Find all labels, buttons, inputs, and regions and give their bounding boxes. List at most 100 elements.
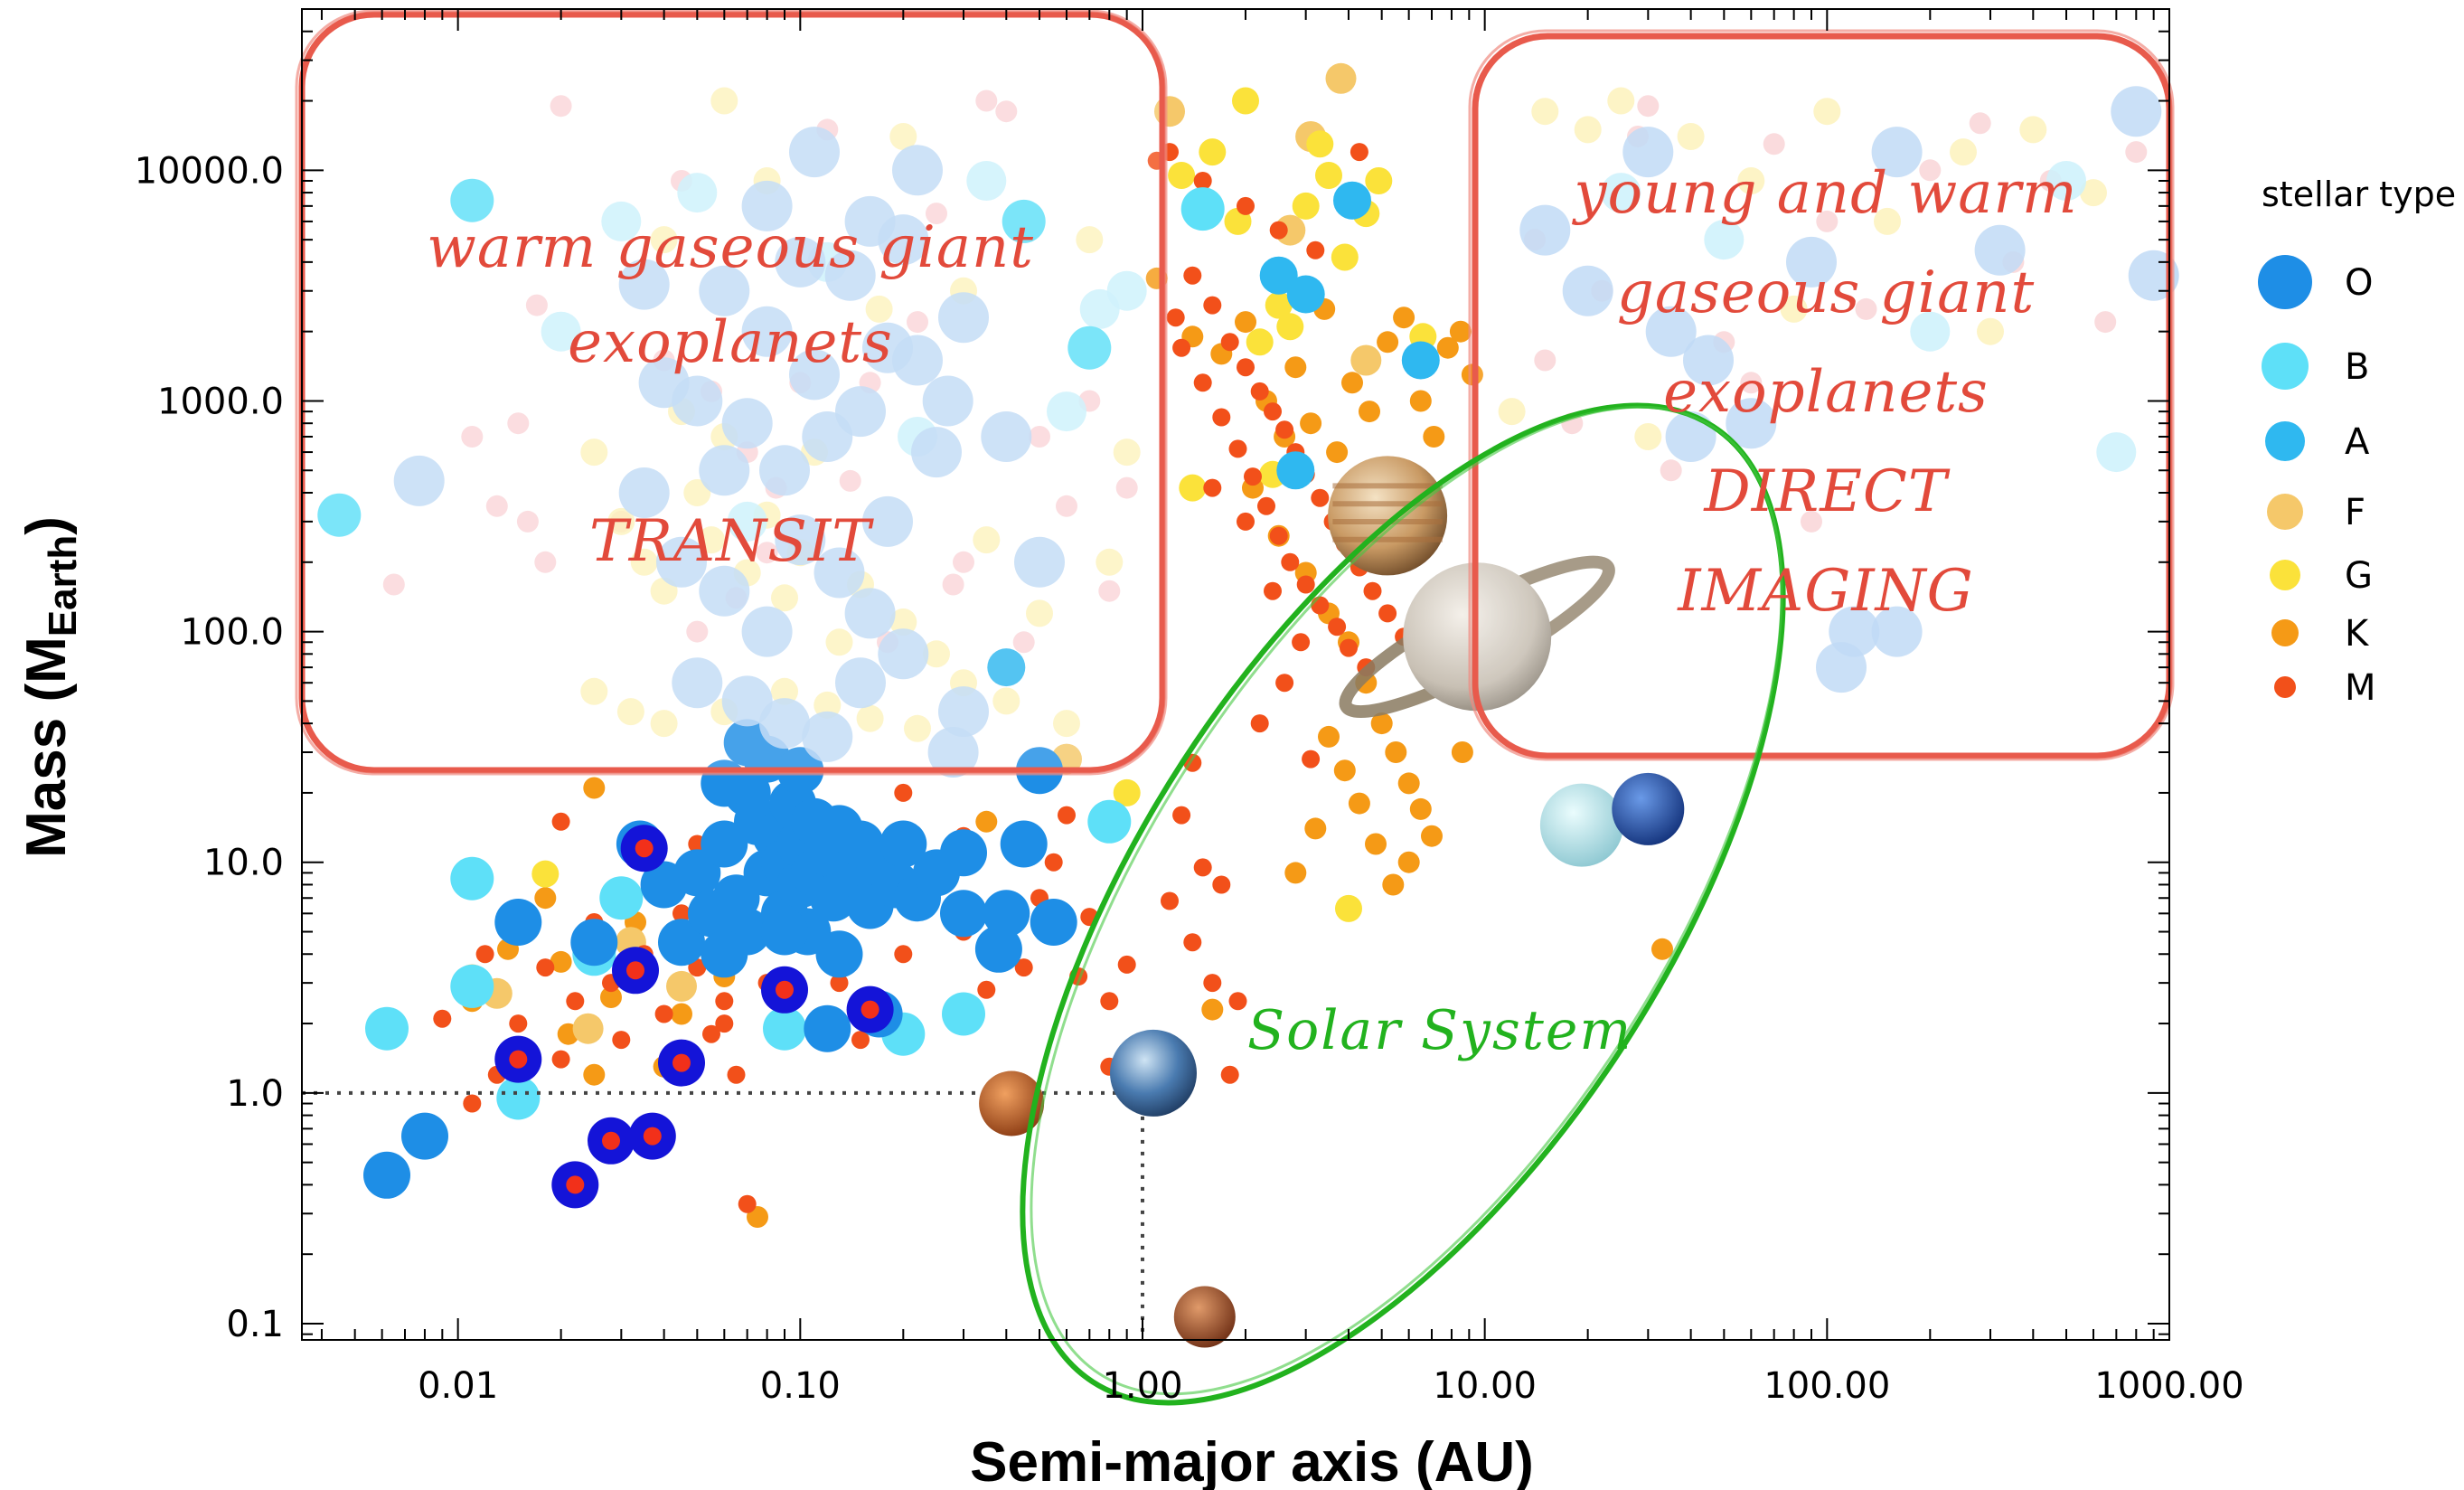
point-faded-yellow-17 — [923, 640, 950, 668]
point-K-28 — [1409, 797, 1432, 820]
point-A-2 — [1333, 181, 1371, 220]
point-faded-blue-42 — [1562, 265, 1613, 316]
point-faded-pink-14 — [1029, 426, 1050, 448]
ring-point-center-7 — [861, 1000, 879, 1019]
point-faded-blue-21 — [802, 711, 853, 762]
point-O-35 — [1000, 820, 1048, 868]
legend-marker-B — [2262, 343, 2309, 390]
point-M-33 — [1269, 221, 1288, 240]
point-faded-pink-27 — [534, 551, 557, 573]
point-faded-pink-19 — [461, 426, 484, 448]
point-G-10 — [1265, 291, 1293, 319]
point-M-36 — [1166, 308, 1185, 327]
point-faded-yellow-27 — [710, 87, 738, 115]
point-faded-blue-7 — [835, 386, 886, 438]
point-faded-pink-24 — [926, 203, 947, 225]
y-axis-title-sub: Earth — [41, 535, 85, 637]
y-tick-label-4: 1000.0 — [157, 381, 284, 422]
point-faded-yellow-5 — [683, 479, 711, 506]
point-M-22 — [1257, 496, 1275, 515]
point-B-3 — [450, 964, 494, 1008]
direct-imaging-line-5: IMAGING — [1677, 558, 1974, 625]
point-M-23 — [1269, 526, 1288, 545]
point-faded-pink-20 — [485, 495, 508, 517]
point-B-6 — [763, 1006, 806, 1051]
point-faded-blue-15 — [813, 547, 865, 599]
point-faded-yellow-6 — [698, 526, 725, 554]
ring-point-center-1 — [566, 1175, 585, 1194]
point-faded-blue-8 — [862, 495, 913, 547]
point-faded-pink-52 — [1801, 510, 1822, 533]
point-M-40 — [1292, 633, 1311, 652]
legend-marker-M — [2274, 676, 2296, 698]
point-faded-blue-39 — [844, 195, 896, 247]
point-faded-yellow-0 — [580, 439, 608, 467]
legend-marker-G — [2270, 560, 2300, 590]
point-faded-yellow-43 — [1737, 167, 1765, 194]
planet-mercury — [979, 1070, 1045, 1136]
point-faded-pink-5 — [686, 620, 709, 643]
point-A-1 — [1286, 275, 1325, 314]
y-tick-label-5: 10000.0 — [135, 150, 284, 192]
planet-neptune-disk — [1612, 772, 1685, 845]
point-faded-pink-50 — [1637, 95, 1660, 118]
point-faded-yellow-35 — [856, 704, 884, 732]
ring-point-center-6 — [672, 1053, 691, 1072]
planet-earth — [1110, 1029, 1197, 1117]
point-faded-yellow-23 — [1076, 226, 1104, 254]
point-K-11 — [1359, 401, 1380, 423]
y-axis-title-end: ) — [15, 516, 78, 535]
point-O-2 — [570, 919, 618, 967]
point-A-4 — [1401, 341, 1440, 380]
point-faded-pink-49 — [1534, 349, 1556, 372]
ring-point-center-5 — [635, 839, 654, 858]
point-F-4 — [1350, 344, 1382, 376]
point-M-100 — [1302, 750, 1321, 769]
legend-marker-K — [2271, 619, 2299, 646]
point-faded-blue-46 — [1786, 236, 1837, 288]
point-K-10 — [1341, 372, 1363, 394]
point-M-34 — [1306, 240, 1325, 259]
point-faded-blue-13 — [741, 606, 793, 657]
point-faded-yellow-42 — [1677, 123, 1705, 150]
point-faded-pink-21 — [525, 294, 548, 316]
x-tick-label-1: 0.10 — [760, 1365, 841, 1407]
legend-title: stellar type — [2262, 174, 2456, 214]
point-B-10 — [1180, 187, 1225, 231]
point-faded-blue-5 — [759, 445, 810, 496]
point-M-94 — [738, 1194, 757, 1213]
point-B-13 — [1067, 325, 1112, 370]
point-faded-yellow-2 — [630, 548, 658, 576]
ring-point-center-4 — [626, 961, 644, 980]
point-M-48 — [1161, 891, 1179, 910]
legend-marker-A — [2265, 421, 2305, 461]
point-faded-pink-25 — [975, 90, 998, 112]
point-M-15 — [1378, 604, 1397, 623]
point-K-30 — [1318, 725, 1340, 748]
point-faded-cyan-11 — [1704, 220, 1745, 260]
point-O-49 — [983, 890, 1030, 938]
point-M-49 — [1117, 955, 1136, 974]
x-tick-label-4: 100.00 — [1763, 1365, 1890, 1407]
point-faded-blue-36 — [618, 259, 670, 310]
point-M-84 — [509, 1014, 528, 1033]
point-faded-yellow-46 — [1950, 138, 1977, 166]
point-O-37 — [804, 1004, 851, 1052]
x-tick-label-5: 1000.00 — [2094, 1365, 2243, 1407]
point-A-3 — [1276, 451, 1315, 490]
point-faded-blue-51 — [2111, 86, 2162, 137]
planet-uranus — [1539, 783, 1623, 867]
y-tick-label-3: 100.0 — [180, 612, 284, 654]
point-faded-blue-12 — [699, 565, 750, 617]
point-faded-blue-37 — [922, 375, 973, 427]
point-faded-yellow-29 — [889, 123, 917, 150]
point-faded-yellow-16 — [889, 608, 917, 636]
point-B-2 — [496, 1076, 541, 1120]
point-K-26 — [1385, 741, 1407, 763]
point-faded-pink-43 — [1919, 159, 1942, 182]
axes: 0.01 0.10 1.00 10.00 100.00 1000.00 0.1 1.0 10.0… — [135, 8, 2244, 1407]
direct-imaging-line-4: DIRECT — [1703, 458, 1950, 525]
plot-frame — [301, 8, 2170, 1341]
point-K-15 — [1423, 426, 1445, 448]
point-faded-pink-38 — [1660, 459, 1682, 482]
